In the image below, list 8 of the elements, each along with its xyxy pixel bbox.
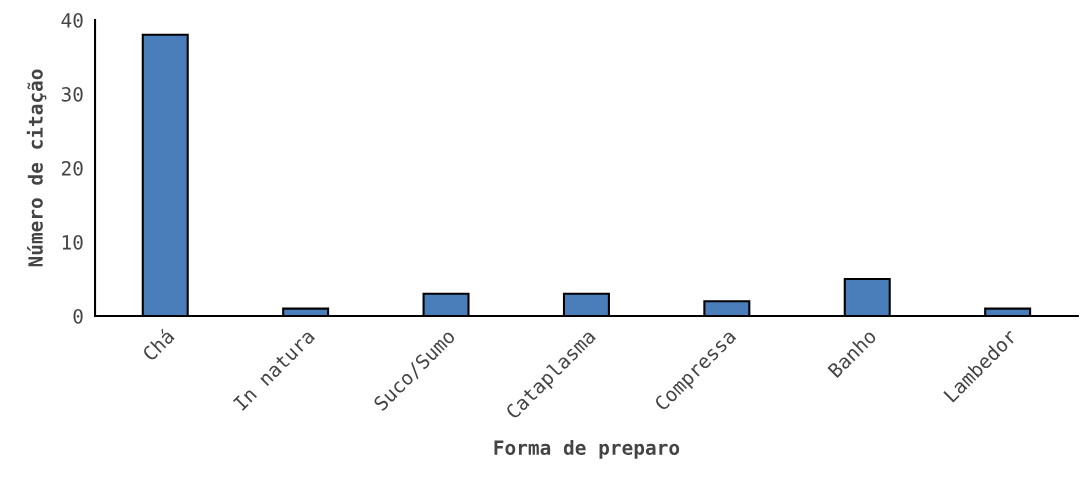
y-tick-label: 10 — [62, 235, 83, 250]
y-tick-label: 0 — [73, 309, 83, 324]
y-tick-label: 40 — [61, 13, 83, 28]
x-tick-label: Chá — [140, 327, 175, 362]
y-tick-label: 20 — [61, 161, 83, 176]
x-axis-title: Forma de preparo — [494, 439, 680, 459]
y-axis-title: Número de citação — [26, 69, 47, 267]
y-tick-label: 30 — [61, 87, 83, 102]
